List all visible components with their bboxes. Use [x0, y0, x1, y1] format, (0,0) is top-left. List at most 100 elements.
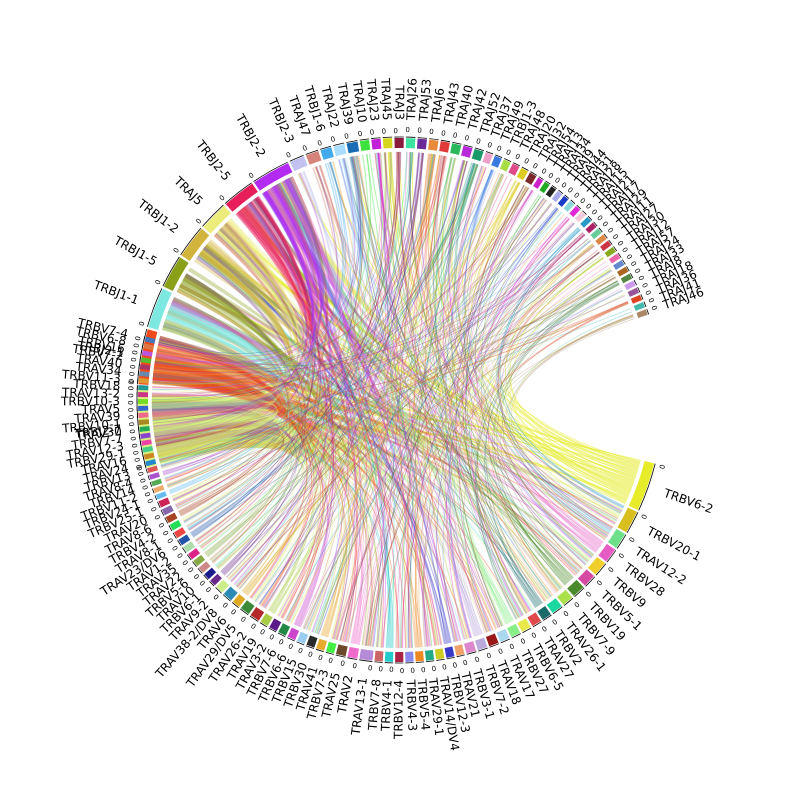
- chord-link: [158, 278, 287, 361]
- chord-link: [233, 171, 340, 585]
- tick-label: 0: [405, 126, 410, 134]
- chord-link: [152, 413, 369, 646]
- chord-link: [163, 319, 533, 611]
- tick-label: 0: [192, 573, 201, 582]
- chord-link: [281, 155, 442, 619]
- segment-arc: [250, 606, 265, 621]
- chord-link: [395, 151, 604, 543]
- segment-arc: [155, 491, 167, 500]
- chord-link: [191, 252, 600, 536]
- segment-arc: [183, 541, 196, 553]
- chord-link: [439, 160, 509, 624]
- segment-tick-line: [374, 661, 383, 663]
- chord-link: [152, 373, 324, 623]
- chord-link: [152, 162, 345, 385]
- chord-link: [345, 316, 634, 643]
- tick-label: 0: [561, 609, 569, 618]
- segment-tick-line: [598, 227, 603, 233]
- tick-label: 0: [368, 664, 373, 672]
- chord-link: [162, 197, 545, 473]
- chord-link: [156, 251, 291, 449]
- chord-link: [450, 160, 641, 463]
- segment-arc: [142, 445, 154, 453]
- chord-link: [154, 430, 334, 631]
- chord-link: [342, 158, 401, 649]
- chord-link: [206, 222, 309, 557]
- chord-link: [390, 151, 606, 540]
- chord-link: [273, 160, 467, 615]
- chord-link: [236, 234, 586, 588]
- chord-link: [151, 220, 299, 410]
- segment-tick-line: [145, 468, 148, 474]
- tick-label: 0: [572, 191, 581, 200]
- chord-link: [440, 157, 562, 589]
- chord-link: [154, 182, 521, 372]
- chord-link: [451, 174, 505, 626]
- chord-link: [156, 348, 614, 528]
- chord-link: [165, 314, 290, 529]
- chord-link: [154, 356, 308, 599]
- chord-link: [263, 269, 612, 608]
- chord-link: [153, 190, 314, 428]
- segment-label: TRBV10-3: [60, 394, 120, 408]
- chord-link: [436, 223, 575, 644]
- segment-tick-line: [570, 199, 576, 204]
- segment-tick-line: [622, 259, 626, 265]
- chord-link: [225, 221, 640, 468]
- chord-link: [152, 375, 580, 572]
- chord-link: [453, 162, 609, 537]
- chord-link: [151, 167, 487, 396]
- segment-arc: [198, 561, 211, 573]
- chord-link: [151, 153, 372, 403]
- chord-link: [374, 153, 623, 512]
- segment-label: TRAV5: [80, 402, 120, 417]
- chord-link: [156, 283, 620, 366]
- tick-label: 0: [657, 464, 666, 470]
- segment-tick-line: [139, 356, 141, 362]
- chord-link: [161, 203, 553, 469]
- chord-link: [153, 152, 392, 378]
- segment-arc: [374, 650, 384, 662]
- chord-link: [191, 162, 475, 536]
- chord-link: [196, 255, 306, 574]
- segment-arc: [316, 638, 327, 651]
- segment-tick-line: [426, 660, 435, 663]
- chord-link: [442, 160, 523, 617]
- chord-link: [160, 277, 617, 468]
- chord-link: [152, 295, 626, 424]
- segment-arcs: [136, 136, 656, 664]
- chord-link: [215, 231, 446, 645]
- segment-tick-line: [640, 294, 644, 300]
- chord-link: [455, 163, 622, 513]
- tick-label: 0: [378, 665, 383, 673]
- segment-tick-line: [147, 475, 150, 481]
- tick-label: 0: [523, 157, 531, 166]
- chord-link: [415, 172, 501, 648]
- chord-link: [155, 434, 320, 618]
- chord-link: [300, 172, 460, 642]
- chord-link: [158, 190, 315, 357]
- chord-link: [156, 252, 291, 451]
- chord-link: [152, 416, 398, 649]
- tick-label: 0: [204, 586, 213, 595]
- chord-link: [448, 159, 608, 537]
- chord-link: [190, 154, 435, 535]
- segment-tick-line: [240, 608, 249, 616]
- chord-link: [277, 181, 627, 504]
- tick-label: 0: [152, 514, 161, 522]
- chord-link: [299, 252, 600, 628]
- chord-link: [317, 207, 558, 635]
- chord-link: [379, 152, 507, 625]
- segment-label: TRAJ45: [378, 77, 394, 121]
- chord-link: [381, 302, 629, 648]
- chord-link: [235, 211, 335, 622]
- chord-link: [171, 244, 296, 498]
- chord-link: [154, 425, 636, 481]
- chord-link: [449, 160, 592, 559]
- segment-tick-line: [587, 215, 593, 221]
- tick-label: 0: [389, 666, 394, 674]
- segment-label: TRAV13-2: [61, 385, 120, 400]
- chord-link: [190, 160, 465, 534]
- chord-link: [462, 184, 528, 614]
